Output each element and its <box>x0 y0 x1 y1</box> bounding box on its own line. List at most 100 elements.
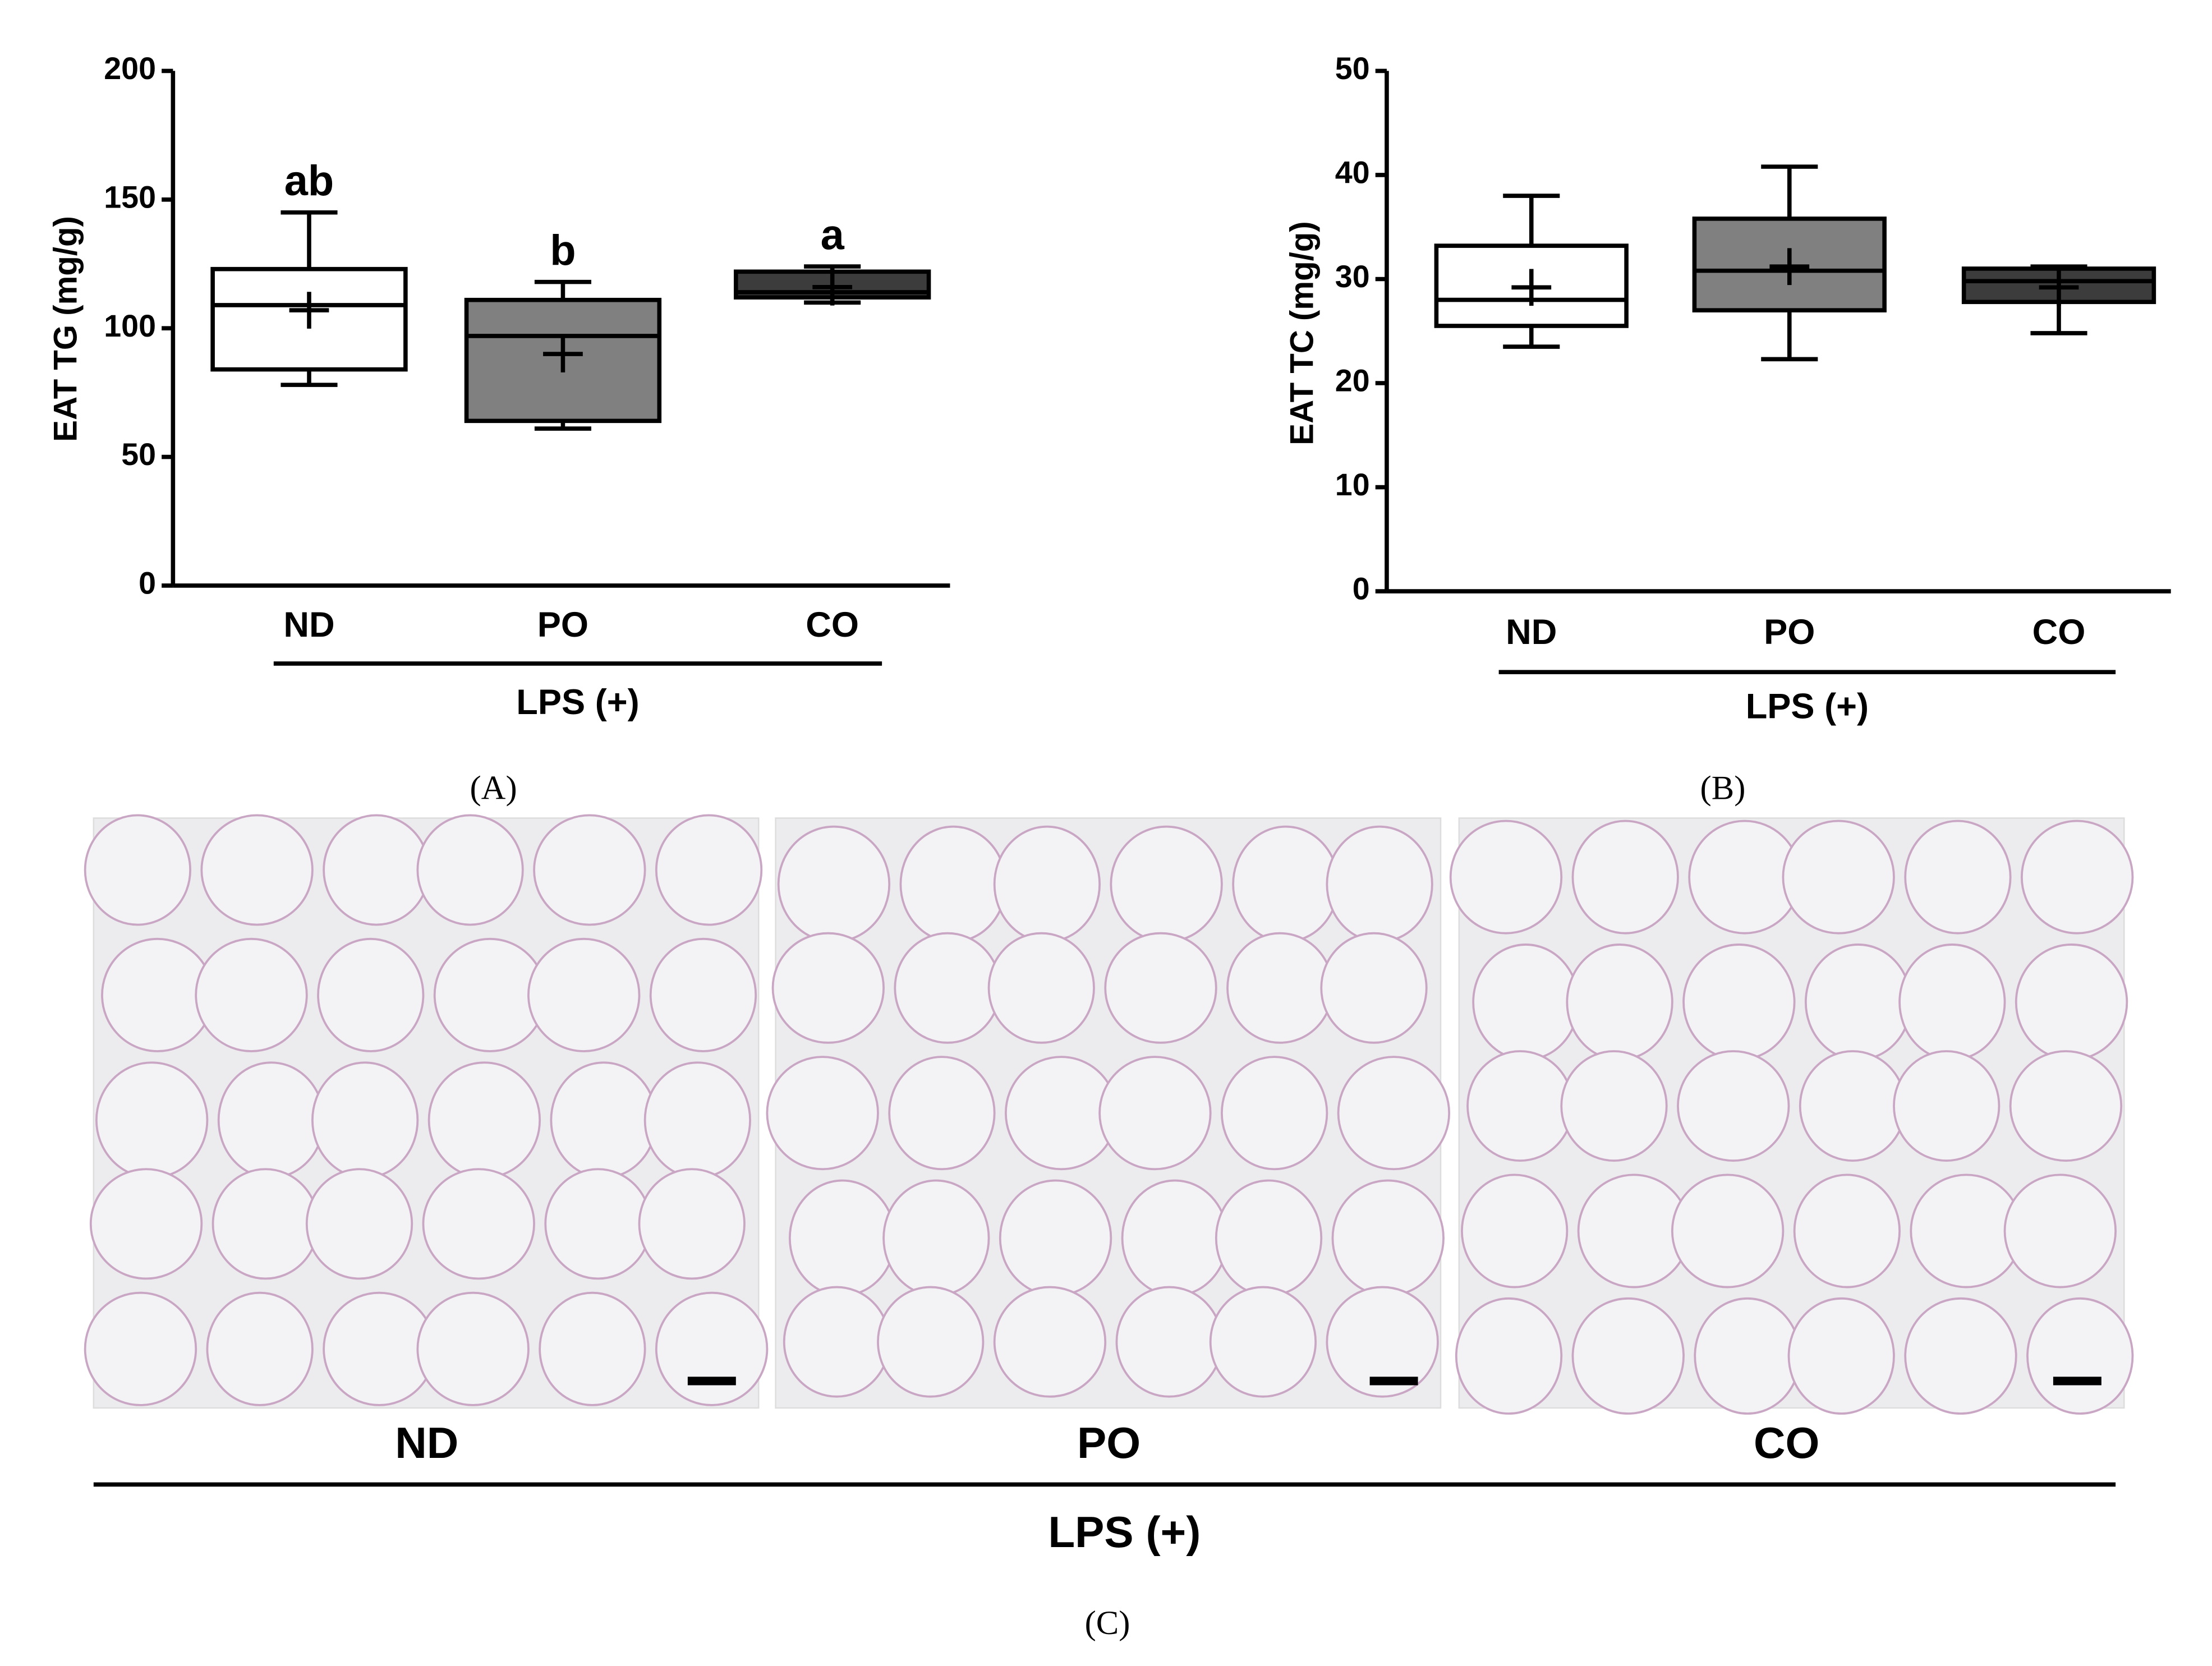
annotation: a <box>821 211 845 259</box>
adipocyte <box>1455 1297 1563 1415</box>
y-tick-label: 50 <box>121 437 156 472</box>
adipocyte <box>999 1179 1112 1297</box>
adipocyte <box>882 1179 990 1297</box>
adipocyte <box>888 1056 996 1171</box>
adipocyte <box>305 1168 413 1280</box>
adipocyte <box>1121 1179 1229 1297</box>
x-tick-label: ND <box>283 605 334 645</box>
adipocyte <box>777 825 891 943</box>
adipocyte <box>766 1056 879 1171</box>
adipocyte <box>655 814 763 926</box>
adipocyte <box>2020 820 2134 935</box>
adipocyte <box>993 825 1101 943</box>
x-tick-label: PO <box>537 605 588 645</box>
adipocyte <box>416 1291 530 1406</box>
adipocyte <box>539 1291 646 1406</box>
adipocyte <box>1782 820 1895 935</box>
adipocyte <box>1331 1179 1445 1297</box>
adipocyte <box>84 1291 197 1406</box>
adipocyte <box>1682 944 1796 1061</box>
adipocyte <box>2015 944 2128 1061</box>
adipocyte <box>1560 1050 1668 1162</box>
y-tick-label: 150 <box>104 180 156 214</box>
adipocyte <box>1898 944 2006 1061</box>
adipocyte <box>422 1168 535 1280</box>
adipocyte <box>206 1291 314 1406</box>
adipocyte <box>311 1061 419 1179</box>
adipocyte <box>1098 1056 1212 1171</box>
x-tick-label: ND <box>1506 613 1557 652</box>
x-tick-label: PO <box>1764 613 1815 652</box>
y-axis-label: EAT TG (mg/g) <box>48 216 84 442</box>
adipocyte <box>655 1291 769 1406</box>
adipocyte <box>2026 1297 2134 1415</box>
adipocyte <box>1472 944 1580 1061</box>
adipocyte <box>416 814 524 926</box>
panel-label: (B) <box>1700 769 1746 807</box>
adipocyte <box>1326 825 1433 943</box>
adipocyte <box>1115 1286 1223 1398</box>
y-axis-label: EAT TC (mg/g) <box>1284 221 1321 445</box>
adipocyte <box>1326 1286 1439 1398</box>
adipocyte <box>638 1168 746 1280</box>
y-tick-label: 200 <box>104 51 156 86</box>
image-label: PO <box>1077 1418 1141 1467</box>
adipocyte <box>84 814 192 926</box>
adipocyte <box>427 1061 541 1179</box>
x-tick-label: CO <box>806 605 859 645</box>
adipocyte <box>317 937 425 1052</box>
adipocyte <box>987 932 1095 1044</box>
adipocyte <box>89 1168 203 1280</box>
image-label: ND <box>395 1418 458 1467</box>
y-tick-label: 50 <box>1335 51 1370 86</box>
adipocyte <box>1787 1297 1895 1415</box>
adipocyte <box>544 1168 652 1280</box>
adipocyte <box>643 1061 751 1179</box>
y-tick-label: 100 <box>104 309 156 343</box>
adipocyte <box>211 1168 319 1280</box>
adipocyte <box>1110 825 1223 943</box>
adipocyte <box>1449 820 1563 935</box>
y-tick-label: 10 <box>1335 467 1370 502</box>
adipocyte <box>1804 944 1912 1061</box>
adipocyte <box>771 932 885 1044</box>
adipocyte <box>1215 1179 1323 1297</box>
y-tick-label: 0 <box>1353 572 1370 606</box>
adipocyte <box>195 937 308 1052</box>
adipocyte <box>783 1286 891 1398</box>
y-tick-label: 30 <box>1335 259 1370 294</box>
adipocyte <box>877 1286 985 1398</box>
adipocyte <box>1571 1297 1685 1415</box>
adipocyte <box>1799 1050 1907 1162</box>
adipocyte <box>1209 1286 1317 1398</box>
adipocyte <box>1221 1056 1328 1171</box>
adipocyte <box>1226 932 1334 1044</box>
adipocyte <box>993 1286 1107 1398</box>
adipocyte <box>1694 1297 1801 1415</box>
adipocyte <box>1571 820 1679 935</box>
adipocyte <box>894 932 1001 1044</box>
annotation: ab <box>284 157 334 205</box>
adipocyte <box>1320 932 1428 1044</box>
group-label: LPS (+) <box>516 683 639 722</box>
adipocyte <box>788 1179 896 1297</box>
adipocyte <box>649 937 757 1052</box>
annotation: b <box>550 227 576 274</box>
adipocyte <box>550 1061 657 1179</box>
adipocyte <box>1566 944 1673 1061</box>
scale-bar <box>687 1377 736 1386</box>
adipocyte <box>1904 820 2012 935</box>
adipocyte <box>323 814 430 926</box>
adipocyte <box>1893 1050 2001 1162</box>
adipocyte <box>95 1061 209 1179</box>
x-tick-label: CO <box>2032 613 2086 652</box>
adipocyte <box>2003 1173 2117 1288</box>
y-tick-label: 20 <box>1335 363 1370 398</box>
adipocyte <box>200 814 314 926</box>
adipocyte <box>1337 1056 1451 1171</box>
adipocyte <box>1232 825 1340 943</box>
adipocyte <box>899 825 1007 943</box>
image-label: CO <box>1754 1418 1820 1467</box>
adipocyte <box>2009 1050 2123 1162</box>
adipocyte <box>1671 1173 1785 1288</box>
